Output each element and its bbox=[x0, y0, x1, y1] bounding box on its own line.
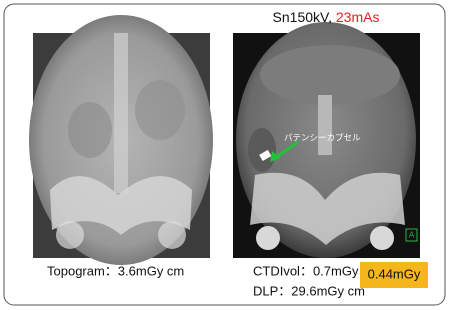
ctdivol: CTDIvol：0.7mGy bbox=[253, 263, 359, 278]
title-dose: 23mAs bbox=[336, 9, 380, 25]
dlp: DLP：29.6mGy cm bbox=[253, 283, 365, 298]
title-settings: Sn150kV, bbox=[273, 9, 336, 25]
orientation-marker: A bbox=[409, 231, 415, 240]
annotation: パテンシーカプセル bbox=[284, 132, 361, 142]
ct-image: パテンシーカプセル A bbox=[233, 22, 420, 258]
effective-dose: 0.44mGy bbox=[368, 266, 421, 281]
topogram-caption: Topogram：3.6mGy cm bbox=[47, 263, 184, 278]
dose-badge bbox=[360, 262, 428, 288]
topogram-image bbox=[29, 15, 213, 265]
title: Sn150kV, 23mAs bbox=[273, 9, 380, 25]
